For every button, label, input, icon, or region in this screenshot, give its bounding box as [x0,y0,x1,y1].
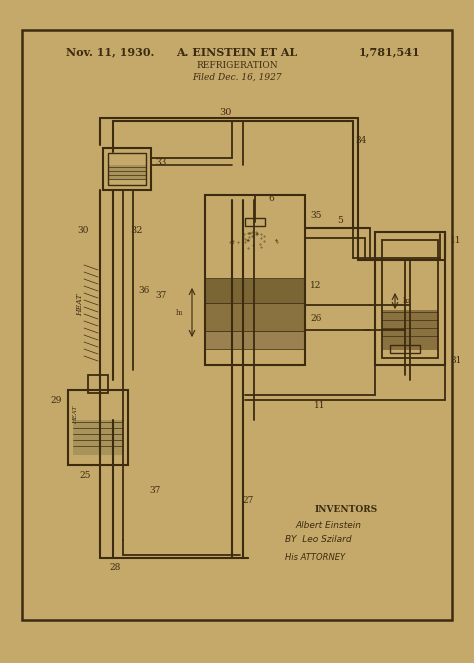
Text: BY  Leo Szilard: BY Leo Szilard [285,536,352,544]
Text: 37: 37 [149,485,161,495]
Text: Albert Einstein: Albert Einstein [295,520,361,530]
Text: HEAT: HEAT [76,294,84,316]
Bar [205,331,305,349]
Bar [108,165,146,180]
Bar [205,278,305,303]
Bar [88,375,108,393]
Bar [205,195,305,365]
Text: 12: 12 [310,280,321,290]
Bar [382,240,438,358]
Text: HEAT: HEAT [73,406,79,424]
Text: 11: 11 [450,235,462,245]
Text: 6: 6 [268,194,274,202]
Text: His ATTORNEY: His ATTORNEY [285,554,345,562]
Bar [103,148,151,190]
Text: 25: 25 [79,471,91,479]
Bar [245,218,265,226]
Text: 27: 27 [242,495,254,505]
Text: 34: 34 [355,135,366,145]
Text: h₁: h₁ [176,309,184,317]
Bar [390,345,420,353]
Text: 5: 5 [337,215,343,225]
Text: Nov. 11, 1930.: Nov. 11, 1930. [66,46,154,58]
Text: 30: 30 [78,225,89,235]
Text: 11: 11 [314,400,326,410]
Text: INVENTORS: INVENTORS [315,505,378,514]
Text: Filed Dec. 16, 1927: Filed Dec. 16, 1927 [192,72,282,82]
Text: A. EINSTEIN ET AL: A. EINSTEIN ET AL [176,46,298,58]
Text: h₂: h₂ [403,297,411,305]
Text: 1,781,541: 1,781,541 [359,46,421,58]
Text: 29: 29 [51,396,62,404]
Bar [108,153,146,185]
Text: 36: 36 [138,286,149,294]
Text: REFRIGERATION: REFRIGERATION [196,60,278,70]
Bar [375,232,445,365]
Text: 26: 26 [310,314,321,322]
Text: 32: 32 [130,225,143,235]
Text: 28: 28 [109,562,121,572]
Text: 33: 33 [155,158,166,166]
Bar [22,30,452,620]
Bar [73,420,123,455]
Text: 31: 31 [450,355,461,365]
Bar [382,310,438,350]
Bar [205,303,305,331]
Text: 35: 35 [310,210,321,219]
Text: 37: 37 [155,290,166,300]
Bar [68,390,128,465]
Text: 30: 30 [219,107,231,117]
